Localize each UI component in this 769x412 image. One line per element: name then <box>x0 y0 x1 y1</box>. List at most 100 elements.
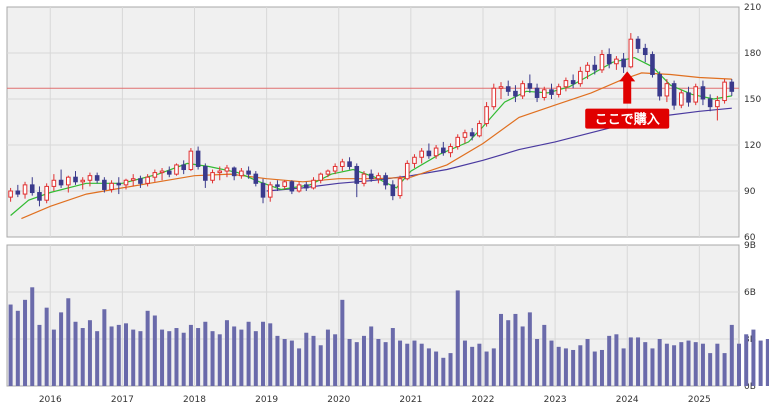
candle-body <box>693 86 699 103</box>
candle-body <box>29 184 35 194</box>
candle-down <box>303 181 309 191</box>
candle-body <box>419 150 424 158</box>
candle-body <box>296 184 302 192</box>
volume-bar <box>217 334 222 386</box>
x-tick-label: 2024 <box>616 395 639 405</box>
candle-body <box>332 165 338 172</box>
volume-bar <box>636 337 641 386</box>
candle-body <box>686 92 691 103</box>
volume-bar <box>664 343 669 386</box>
volume-bar <box>390 328 395 386</box>
volume-bar <box>585 339 590 386</box>
volume-bar <box>592 351 597 386</box>
candle-down <box>390 180 396 201</box>
volume-y-tick-label: 9B <box>744 241 756 251</box>
candle-down <box>606 48 612 69</box>
candle-down <box>253 171 259 187</box>
volume-bar <box>59 312 64 386</box>
candle-up <box>614 56 619 70</box>
candle-up <box>693 83 699 106</box>
candle-up <box>224 164 230 178</box>
candle-body <box>671 83 677 106</box>
candle-body <box>491 87 497 108</box>
candle-body <box>541 89 547 98</box>
candle-down <box>58 169 64 188</box>
candle-body <box>448 146 453 154</box>
candle-down <box>354 163 360 198</box>
x-tick-label: 2021 <box>399 395 422 405</box>
candle-up <box>715 95 720 121</box>
volume-bar <box>8 304 13 386</box>
volume-bar <box>210 331 215 386</box>
volume-bar <box>318 345 323 386</box>
volume-bar <box>196 328 201 386</box>
volume-bar <box>109 326 114 386</box>
x-axis: 2016 2017 2018 2019 2020 2021 2022 2023 2024 2025 <box>39 395 711 405</box>
candle-body <box>166 170 172 175</box>
candle-body <box>66 176 71 186</box>
volume-bar <box>116 324 121 386</box>
candle-body <box>73 176 78 183</box>
candle-body <box>455 136 461 148</box>
volume-bar <box>37 324 42 386</box>
candle-down <box>231 166 237 181</box>
candle-up <box>404 160 410 181</box>
candle-body <box>628 38 634 68</box>
candle-body <box>347 161 352 167</box>
candle-body <box>217 170 223 174</box>
volume-bar <box>311 335 316 386</box>
candle-up <box>22 181 28 199</box>
annotation-box <box>585 108 670 129</box>
volume-bar <box>462 340 467 386</box>
candle-body <box>210 172 215 181</box>
volume-bar <box>571 349 576 386</box>
volume-bar <box>765 339 769 386</box>
candle-body <box>462 132 468 138</box>
candle-body <box>505 86 511 92</box>
price-y-tick-label: 180 <box>744 49 761 59</box>
volume-bar <box>513 313 518 386</box>
candle-down <box>671 80 677 110</box>
candle-up <box>498 82 504 99</box>
candle-down <box>570 74 576 89</box>
volume-bar <box>30 287 35 386</box>
volume-bar <box>599 349 604 386</box>
candle-body <box>397 178 403 197</box>
volume-bar <box>455 290 460 386</box>
volume-bar <box>520 326 525 386</box>
candle-body <box>80 179 86 183</box>
x-tick-label: 2018 <box>183 395 206 405</box>
candle-body <box>109 182 114 190</box>
candle-down <box>260 178 266 204</box>
candle-body <box>635 38 641 49</box>
volume-bar <box>333 334 338 386</box>
candle-up <box>66 175 71 193</box>
candle-down <box>73 171 78 185</box>
volume-bar <box>325 329 330 386</box>
candle-down <box>368 169 374 182</box>
candle-up <box>340 158 345 172</box>
volume-bar <box>621 348 626 386</box>
candle-up <box>8 187 13 202</box>
volume-bar <box>441 357 446 386</box>
candle-body <box>715 100 720 108</box>
candle-body <box>534 87 540 98</box>
candle-up <box>376 172 381 184</box>
candle-body <box>253 173 259 184</box>
volume-bar <box>686 340 691 386</box>
candle-up <box>599 49 605 73</box>
volume-bar <box>679 342 684 386</box>
candle-body <box>585 64 590 72</box>
volume-bar <box>87 320 92 386</box>
candle-up <box>491 83 497 110</box>
volume-bar <box>361 335 366 386</box>
candle-down <box>650 51 655 78</box>
volume-bar <box>297 348 302 386</box>
candle-up <box>44 183 49 204</box>
candle-up <box>51 174 57 191</box>
candle-body <box>484 106 489 125</box>
candle-up <box>664 79 670 103</box>
x-tick-label: 2019 <box>255 395 278 405</box>
volume-bar <box>477 343 482 386</box>
